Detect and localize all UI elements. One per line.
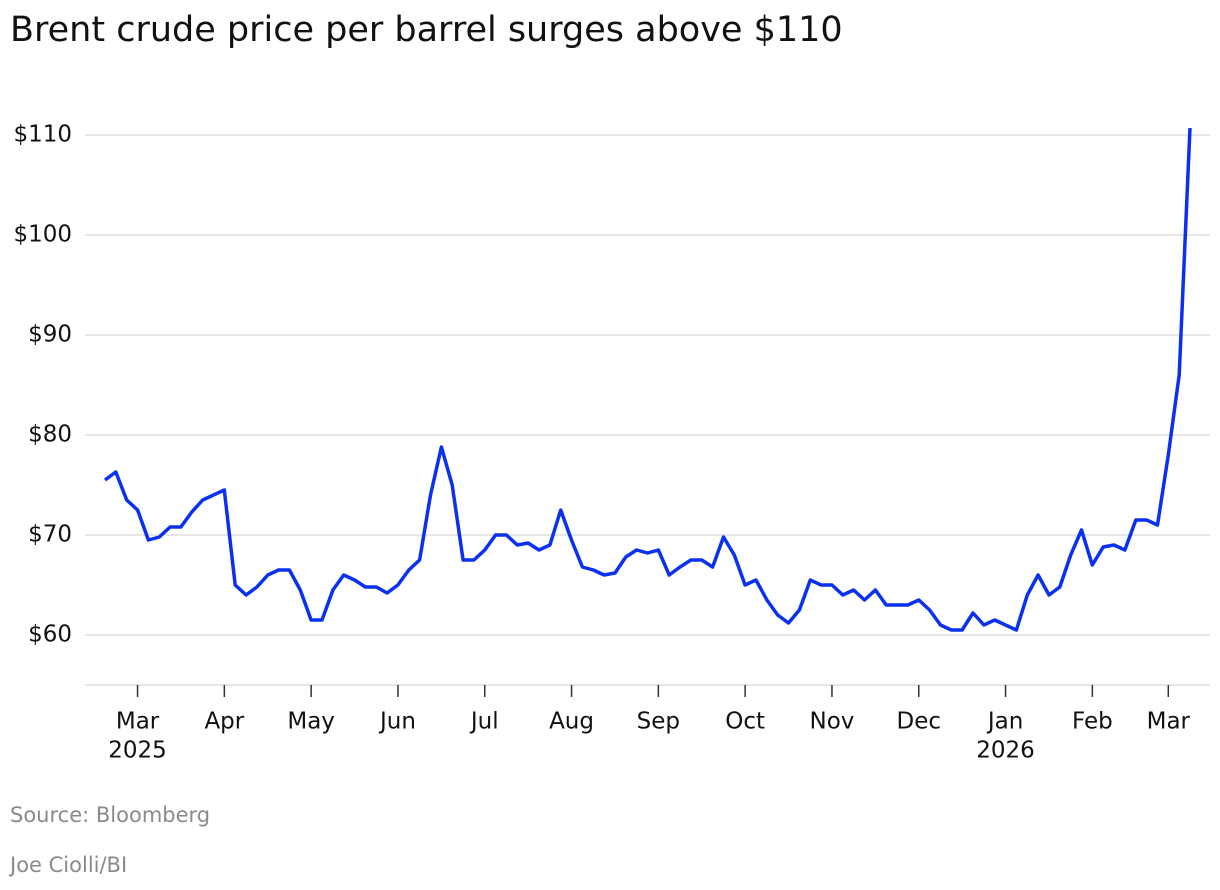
x-tick-label: Apr <box>204 709 244 735</box>
y-tick-label: $90 <box>28 322 72 348</box>
x-tick-label: Oct <box>725 709 765 735</box>
y-tick-label: $60 <box>28 622 72 648</box>
source: Source: Bloomberg <box>10 803 210 827</box>
x-tick-year: 2026 <box>976 738 1035 764</box>
x-tick-year: 2025 <box>108 738 167 764</box>
x-tick-label: Dec <box>896 709 941 735</box>
x-tick-label: Nov <box>810 709 855 735</box>
price-line <box>103 127 1192 632</box>
chart-title: Brent crude price per barrel surges abov… <box>10 10 843 50</box>
y-tick-label: $80 <box>28 422 72 448</box>
x-tick-label: Aug <box>549 709 594 735</box>
x-tick-label: Sep <box>637 709 680 735</box>
x-tick-label: Jan <box>986 709 1023 735</box>
x-tick-label: Mar <box>116 709 160 735</box>
x-tick-label: Feb <box>1072 709 1113 735</box>
x-tick-label: Mar <box>1147 709 1191 735</box>
x-tick-label: Jul <box>469 709 499 735</box>
y-tick-label: $110 <box>13 122 72 148</box>
x-tick-label: Jun <box>378 709 416 735</box>
x-tick-label: May <box>287 709 335 735</box>
y-tick-label: $70 <box>28 522 72 548</box>
credit: Joe Ciolli/BI <box>8 853 127 877</box>
y-tick-label: $100 <box>13 222 72 248</box>
